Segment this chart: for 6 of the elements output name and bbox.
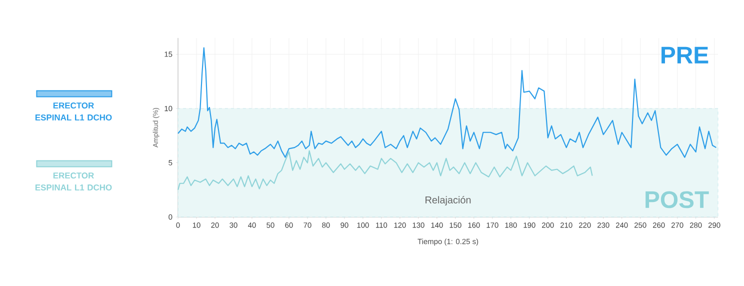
text: ERECTOR ESPINAL L1 DCHO: [35, 102, 112, 120]
band-label: Relajación: [426, 196, 471, 206]
text: ERECTOR ESPINAL L1 DCHO: [35, 172, 112, 190]
annotation: PRE: [662, 46, 708, 64]
line-series: [177, 150, 593, 190]
annotation: POST: [646, 191, 709, 208]
